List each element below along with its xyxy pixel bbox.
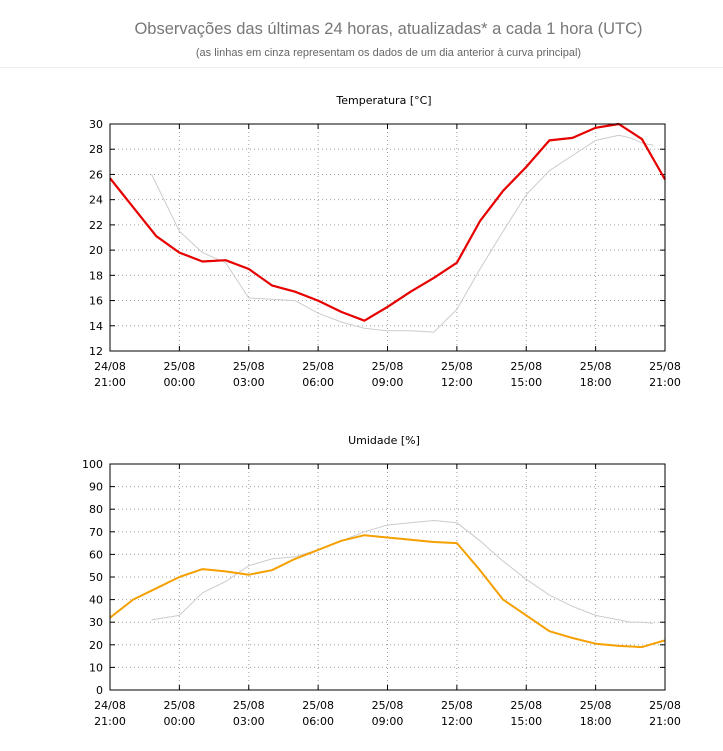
x-tick-label-time: 03:00 <box>233 376 265 389</box>
x-tick-label-time: 03:00 <box>233 715 265 728</box>
x-tick-label-date: 25/08 <box>233 360 265 373</box>
y-tick-label: 12 <box>89 345 103 358</box>
chart-title: Umidade [%] <box>348 434 420 447</box>
y-tick-label: 50 <box>89 571 103 584</box>
x-tick-label-time: 00:00 <box>164 715 196 728</box>
x-tick-label-time: 06:00 <box>302 715 334 728</box>
x-tick-label-time: 00:00 <box>164 376 196 389</box>
page-title: Observações das últimas 24 horas, atuali… <box>134 20 643 38</box>
chart-title: Temperatura [°C] <box>335 94 431 107</box>
y-tick-label: 24 <box>89 194 103 207</box>
plot-frame <box>109 123 666 352</box>
x-tick-label-date: 25/08 <box>302 360 334 373</box>
x-tick-label-time: 12:00 <box>441 715 473 728</box>
series-line-previous-day <box>151 134 654 333</box>
x-tick-label-time: 21:00 <box>649 376 681 389</box>
charts-panel <box>0 67 723 751</box>
y-tick-label: 28 <box>89 143 103 156</box>
x-tick-label-time: 18:00 <box>580 376 612 389</box>
y-tick-label: 80 <box>89 503 103 516</box>
x-tick-label-time: 21:00 <box>649 715 681 728</box>
humidity-chart: Umidade [%] 0 10 20 30 40 50 60 70 80 90 100 24/08 2… <box>82 434 681 728</box>
x-tick-label-date: 25/08 <box>372 360 404 373</box>
y-tick-label: 0 <box>96 684 103 697</box>
x-tick-label-date: 24/08 <box>94 360 126 373</box>
x-tick-label-date: 25/08 <box>233 699 265 712</box>
y-tick-label: 10 <box>89 661 103 674</box>
x-tick-label-date: 25/08 <box>441 360 473 373</box>
x-tick-label-date: 25/08 <box>580 699 612 712</box>
x-tick-label-time: 09:00 <box>372 376 404 389</box>
x-tick-label-date: 24/08 <box>94 699 126 712</box>
x-tick-label-date: 25/08 <box>164 699 196 712</box>
x-tick-label-time: 12:00 <box>441 376 473 389</box>
y-tick-label: 40 <box>89 594 103 607</box>
y-tick-label: 14 <box>89 320 103 333</box>
series-line-previous-day <box>151 520 654 624</box>
x-tick-label-date: 25/08 <box>372 699 404 712</box>
x-tick-label-time: 21:00 <box>94 715 126 728</box>
page-subtitle: (as linhas em cinza representam os dados… <box>195 47 582 59</box>
x-tick-label-time: 06:00 <box>302 376 334 389</box>
y-tick-label: 16 <box>89 295 103 308</box>
x-tick-label-date: 25/08 <box>649 699 681 712</box>
series-line-current <box>109 122 666 322</box>
temperature-chart: Temperatura [°C] 12 14 16 18 20 22 24 26 28 30 24/… <box>89 94 681 389</box>
y-tick-label: 70 <box>89 526 103 539</box>
x-tick-label-date: 25/08 <box>164 360 196 373</box>
x-tick-label-time: 09:00 <box>372 715 404 728</box>
series-line-current <box>109 534 666 649</box>
x-tick-label-date: 25/08 <box>580 360 612 373</box>
x-tick-label-time: 18:00 <box>580 715 612 728</box>
x-tick-label-time: 21:00 <box>94 376 126 389</box>
y-tick-label: 26 <box>89 168 103 181</box>
y-tick-label: 20 <box>89 639 103 652</box>
y-tick-label: 22 <box>89 219 103 232</box>
x-tick-label-date: 25/08 <box>510 699 542 712</box>
x-tick-label-date: 25/08 <box>649 360 681 373</box>
y-tick-label: 90 <box>89 481 103 494</box>
x-tick-label-time: 15:00 <box>510 715 542 728</box>
x-tick-label-date: 25/08 <box>302 699 334 712</box>
y-tick-label: 20 <box>89 244 103 257</box>
x-tick-label-date: 25/08 <box>510 360 542 373</box>
y-tick-label: 30 <box>89 616 103 629</box>
plot-frame <box>109 463 666 691</box>
x-tick-label-time: 15:00 <box>510 376 542 389</box>
y-tick-label: 60 <box>89 548 103 561</box>
y-tick-label: 18 <box>89 269 103 282</box>
y-tick-label: 30 <box>89 118 103 131</box>
x-tick-label-date: 25/08 <box>441 699 473 712</box>
y-tick-label: 100 <box>82 458 103 471</box>
